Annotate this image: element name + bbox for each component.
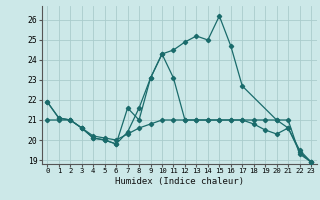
X-axis label: Humidex (Indice chaleur): Humidex (Indice chaleur)	[115, 177, 244, 186]
